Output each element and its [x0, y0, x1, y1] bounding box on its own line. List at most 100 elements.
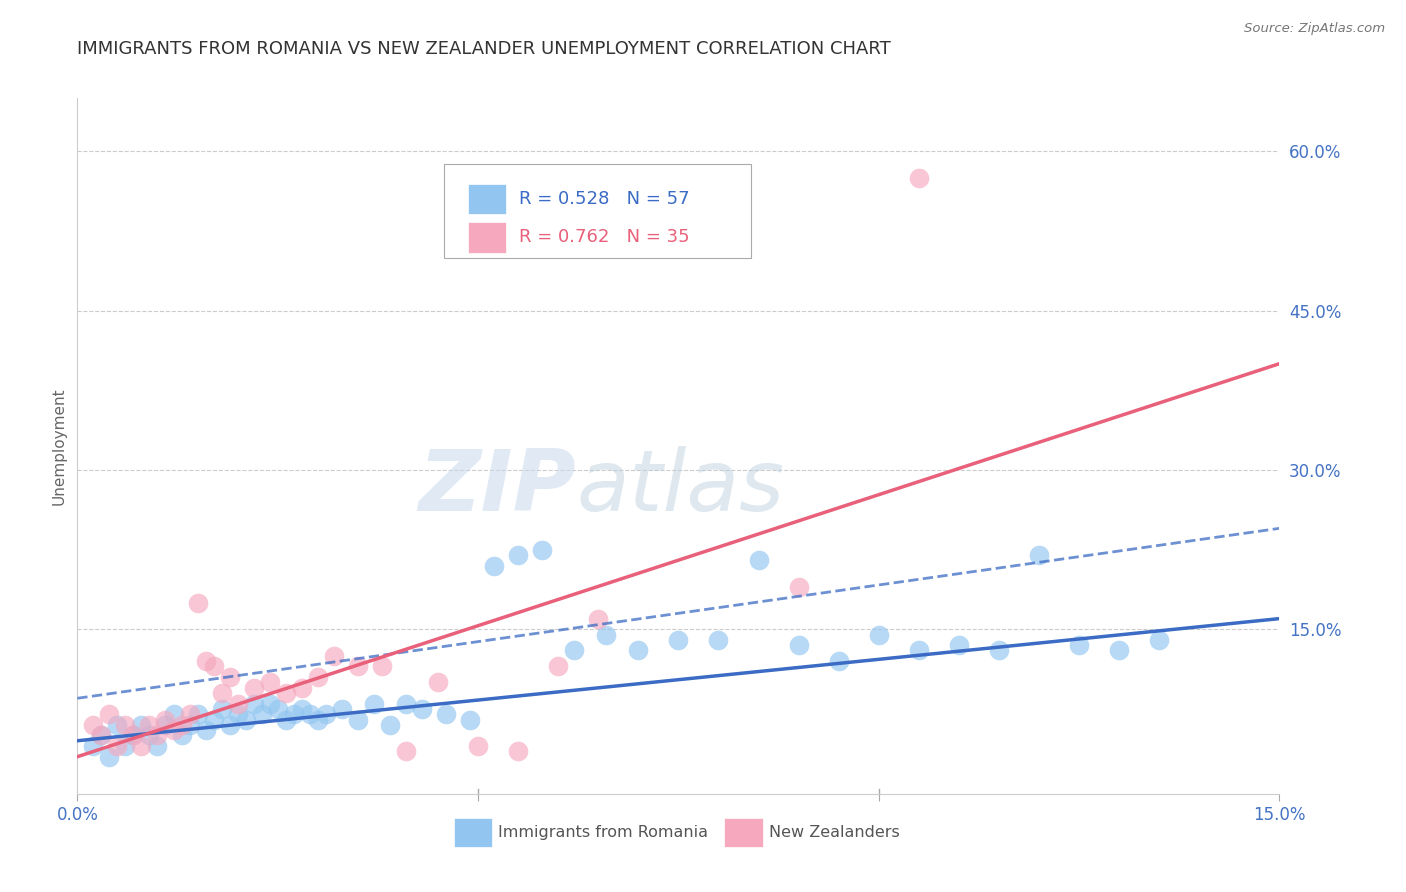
Point — [291, 681, 314, 695]
Point — [98, 707, 121, 722]
Point — [562, 643, 585, 657]
Point — [828, 654, 851, 668]
Point — [90, 729, 112, 743]
Point — [427, 675, 450, 690]
Point — [458, 713, 481, 727]
Point — [107, 718, 129, 732]
Point — [146, 729, 169, 743]
Point — [131, 718, 153, 732]
Point — [1069, 638, 1091, 652]
Text: atlas: atlas — [576, 446, 785, 529]
Point — [122, 729, 145, 743]
Point — [179, 718, 201, 732]
Text: R = 0.528   N = 57: R = 0.528 N = 57 — [519, 190, 689, 208]
Point — [1028, 548, 1050, 562]
Point — [948, 638, 970, 652]
Point — [627, 643, 650, 657]
Point — [259, 697, 281, 711]
Point — [363, 697, 385, 711]
Text: New Zealanders: New Zealanders — [769, 825, 900, 840]
Point — [114, 718, 136, 732]
Point — [242, 681, 264, 695]
Y-axis label: Unemployment: Unemployment — [51, 387, 66, 505]
Point — [242, 697, 264, 711]
FancyBboxPatch shape — [468, 222, 506, 252]
Point — [307, 713, 329, 727]
Point — [162, 707, 184, 722]
Point — [155, 713, 177, 727]
Point — [122, 729, 145, 743]
Point — [371, 659, 394, 673]
Text: Immigrants from Romania: Immigrants from Romania — [498, 825, 709, 840]
Point — [267, 702, 290, 716]
Point — [1108, 643, 1130, 657]
Point — [908, 170, 931, 185]
Point — [347, 713, 370, 727]
FancyBboxPatch shape — [468, 184, 506, 214]
Point — [186, 707, 209, 722]
Point — [668, 632, 690, 647]
Point — [211, 702, 233, 716]
Point — [146, 739, 169, 753]
Point — [748, 553, 770, 567]
Point — [298, 707, 321, 722]
Point — [283, 707, 305, 722]
Text: R = 0.762   N = 35: R = 0.762 N = 35 — [519, 228, 689, 246]
Point — [482, 558, 505, 573]
Point — [179, 707, 201, 722]
Point — [868, 627, 890, 641]
Point — [259, 675, 281, 690]
Point — [194, 654, 217, 668]
Point — [114, 739, 136, 753]
Point — [787, 638, 810, 652]
Point — [90, 729, 112, 743]
Point — [218, 670, 240, 684]
Point — [307, 670, 329, 684]
Point — [411, 702, 433, 716]
Point — [274, 686, 297, 700]
Point — [347, 659, 370, 673]
Point — [194, 723, 217, 738]
FancyBboxPatch shape — [454, 818, 492, 847]
Point — [155, 718, 177, 732]
Point — [322, 648, 344, 663]
Point — [434, 707, 457, 722]
Point — [170, 729, 193, 743]
Point — [291, 702, 314, 716]
Point — [170, 718, 193, 732]
Point — [330, 702, 353, 716]
Point — [547, 659, 569, 673]
FancyBboxPatch shape — [444, 164, 751, 258]
Point — [395, 744, 418, 758]
Point — [988, 643, 1011, 657]
Point — [395, 697, 418, 711]
Text: ZIP: ZIP — [419, 446, 576, 529]
Point — [82, 718, 104, 732]
Point — [235, 713, 257, 727]
Point — [531, 542, 554, 557]
Text: IMMIGRANTS FROM ROMANIA VS NEW ZEALANDER UNEMPLOYMENT CORRELATION CHART: IMMIGRANTS FROM ROMANIA VS NEW ZEALANDER… — [77, 40, 891, 58]
Point — [378, 718, 401, 732]
Point — [138, 729, 160, 743]
Point — [138, 718, 160, 732]
Point — [82, 739, 104, 753]
Text: Source: ZipAtlas.com: Source: ZipAtlas.com — [1244, 22, 1385, 36]
FancyBboxPatch shape — [724, 818, 762, 847]
Point — [787, 580, 810, 594]
Point — [226, 697, 249, 711]
Point — [226, 707, 249, 722]
Point — [202, 659, 225, 673]
Point — [1149, 632, 1171, 647]
Point — [98, 749, 121, 764]
Point — [595, 627, 617, 641]
Point — [588, 612, 610, 626]
Point — [202, 713, 225, 727]
Point — [218, 718, 240, 732]
Point — [707, 632, 730, 647]
Point — [315, 707, 337, 722]
Point — [131, 739, 153, 753]
Point — [467, 739, 489, 753]
Point — [508, 744, 530, 758]
Point — [162, 723, 184, 738]
Point — [508, 548, 530, 562]
